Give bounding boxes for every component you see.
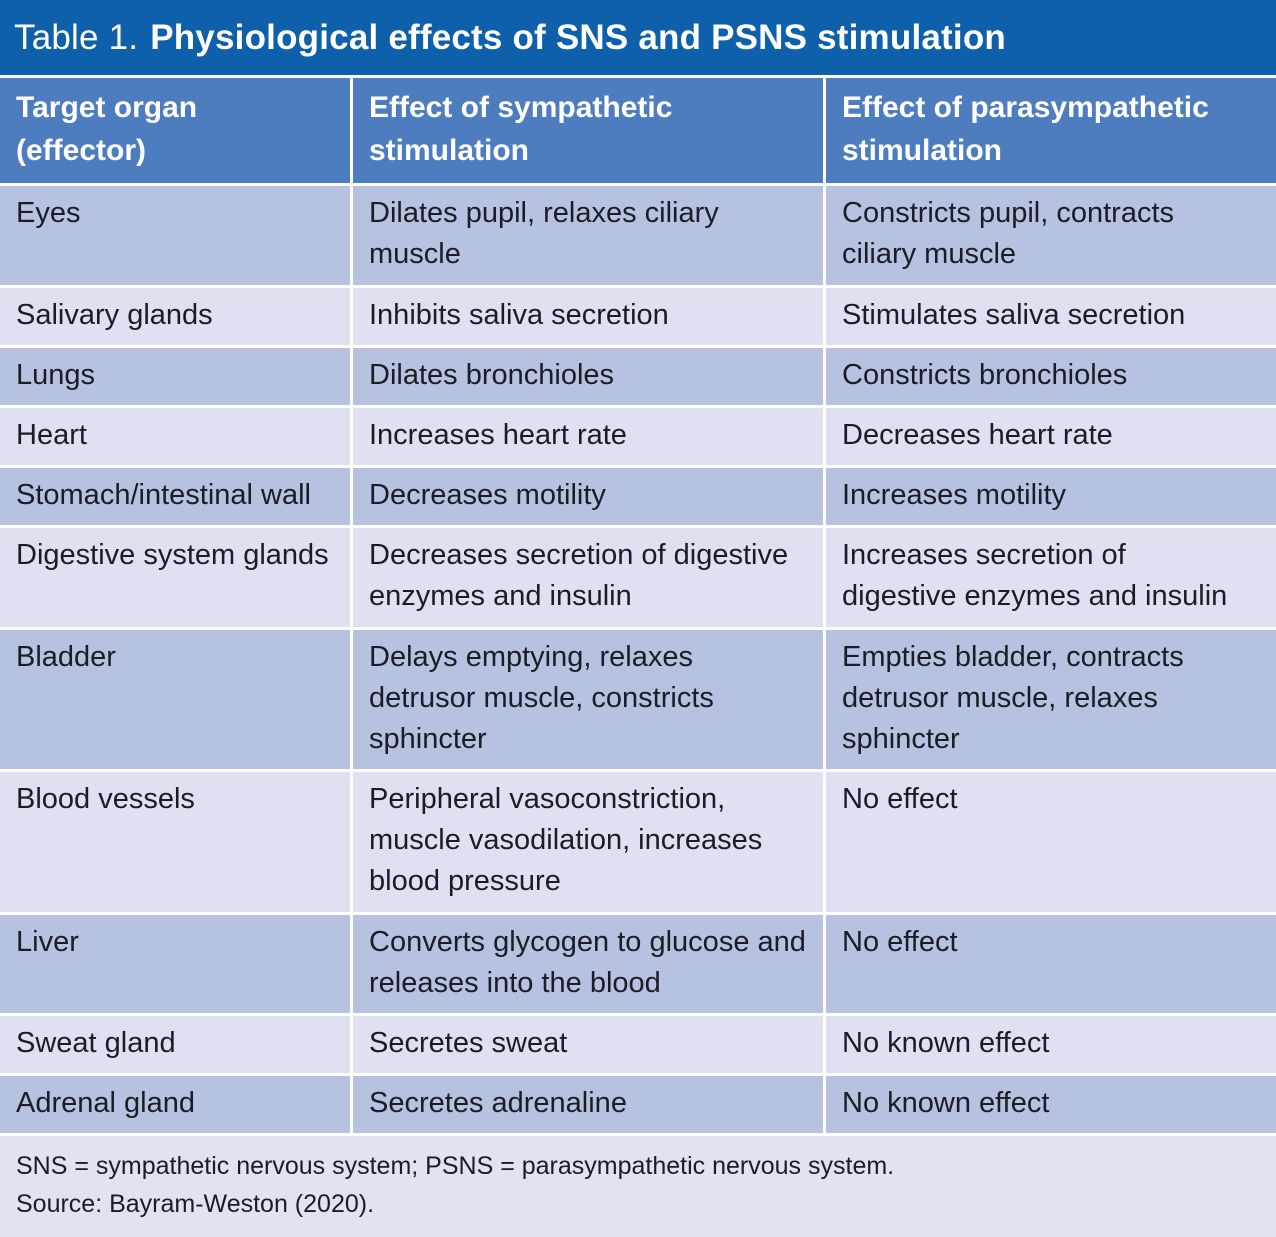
sns-effect-cell: Increases heart rate [353, 407, 823, 466]
source-note: Source: Bayram-Weston (2020). [16, 1190, 375, 1219]
psns-effect-cell: No effect [826, 772, 1276, 912]
organ-cell: Stomach/intestinal wall [0, 468, 350, 526]
organ-cell: Blood vessels [0, 772, 350, 912]
psns-effect-cell: Constricts pupil, contracts ciliary musc… [826, 186, 1276, 285]
psns-effect-cell: No known effect [826, 1076, 1276, 1134]
sns-effect-cell: Decreases motility [353, 468, 823, 526]
sns-effect-cell: Converts glycogen to glucose and release… [353, 914, 823, 1013]
psns-effect-cell: Increases secretion of digestive enzymes… [826, 528, 1276, 627]
organ-cell: Eyes [0, 186, 350, 285]
column-header-sympathetic-effect: Effect of sympathetic stimulation [353, 78, 823, 184]
organ-cell: Sweat gland [0, 1015, 350, 1074]
organ-cell: Bladder [0, 629, 350, 770]
psns-effect-cell: Increases motility [826, 468, 1276, 526]
sns-effect-cell: Inhibits saliva secretion [353, 287, 823, 345]
sns-effect-cell: Delays emptying, relaxes detrusor muscle… [353, 629, 823, 770]
organ-cell: Heart [0, 407, 350, 466]
data-table: Target organ (effector) Effect of sympat… [0, 78, 1276, 1134]
organ-cell: Digestive system glands [0, 528, 350, 627]
table-title-bar: Table 1. Physiological effects of SNS an… [0, 0, 1276, 75]
organ-cell: Liver [0, 914, 350, 1013]
sns-effect-cell: Decreases secretion of digestive enzymes… [353, 528, 823, 627]
sns-effect-cell: Secretes sweat [353, 1015, 823, 1074]
psns-effect-cell: Constricts bronchioles [826, 347, 1276, 405]
sns-effect-cell: Peripheral vasoconstriction, muscle vaso… [353, 772, 823, 912]
organ-cell: Salivary glands [0, 287, 350, 345]
psns-effect-cell: Decreases heart rate [826, 407, 1276, 466]
sns-effect-cell: Secretes adrenaline [353, 1076, 823, 1134]
psns-effect-cell: No known effect [826, 1015, 1276, 1074]
sns-effect-cell: Dilates bronchioles [353, 347, 823, 405]
sns-effect-cell: Dilates pupil, relaxes ciliary muscle [353, 186, 823, 285]
column-header-parasympathetic-effect: Effect of parasympathetic stimulation [826, 78, 1276, 184]
organ-cell: Adrenal gland [0, 1076, 350, 1134]
column-header-target-organ: Target organ (effector) [0, 78, 350, 184]
abbreviation-note: SNS = sympathetic nervous system; PSNS =… [16, 1152, 895, 1181]
psns-effect-cell: No effect [826, 914, 1276, 1013]
table-number: Table 1. [14, 17, 139, 57]
psns-effect-cell: Empties bladder, contracts detrusor musc… [826, 629, 1276, 770]
table-footnote-area: SNS = sympathetic nervous system; PSNS =… [0, 1136, 1276, 1237]
table-title: Physiological effects of SNS and PSNS st… [150, 17, 1006, 57]
psns-effect-cell: Stimulates saliva secretion [826, 287, 1276, 345]
organ-cell: Lungs [0, 347, 350, 405]
